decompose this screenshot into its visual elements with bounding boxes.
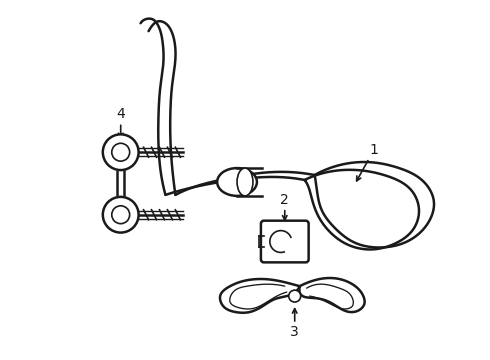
Ellipse shape bbox=[217, 168, 257, 196]
Circle shape bbox=[103, 197, 139, 233]
Text: 2: 2 bbox=[280, 193, 289, 207]
Text: 4: 4 bbox=[116, 107, 125, 121]
Ellipse shape bbox=[237, 168, 253, 196]
Circle shape bbox=[112, 206, 130, 224]
FancyBboxPatch shape bbox=[261, 221, 309, 262]
Text: 1: 1 bbox=[370, 143, 379, 157]
Circle shape bbox=[103, 134, 139, 170]
Circle shape bbox=[289, 290, 301, 302]
Text: 3: 3 bbox=[291, 325, 299, 339]
Circle shape bbox=[112, 143, 130, 161]
